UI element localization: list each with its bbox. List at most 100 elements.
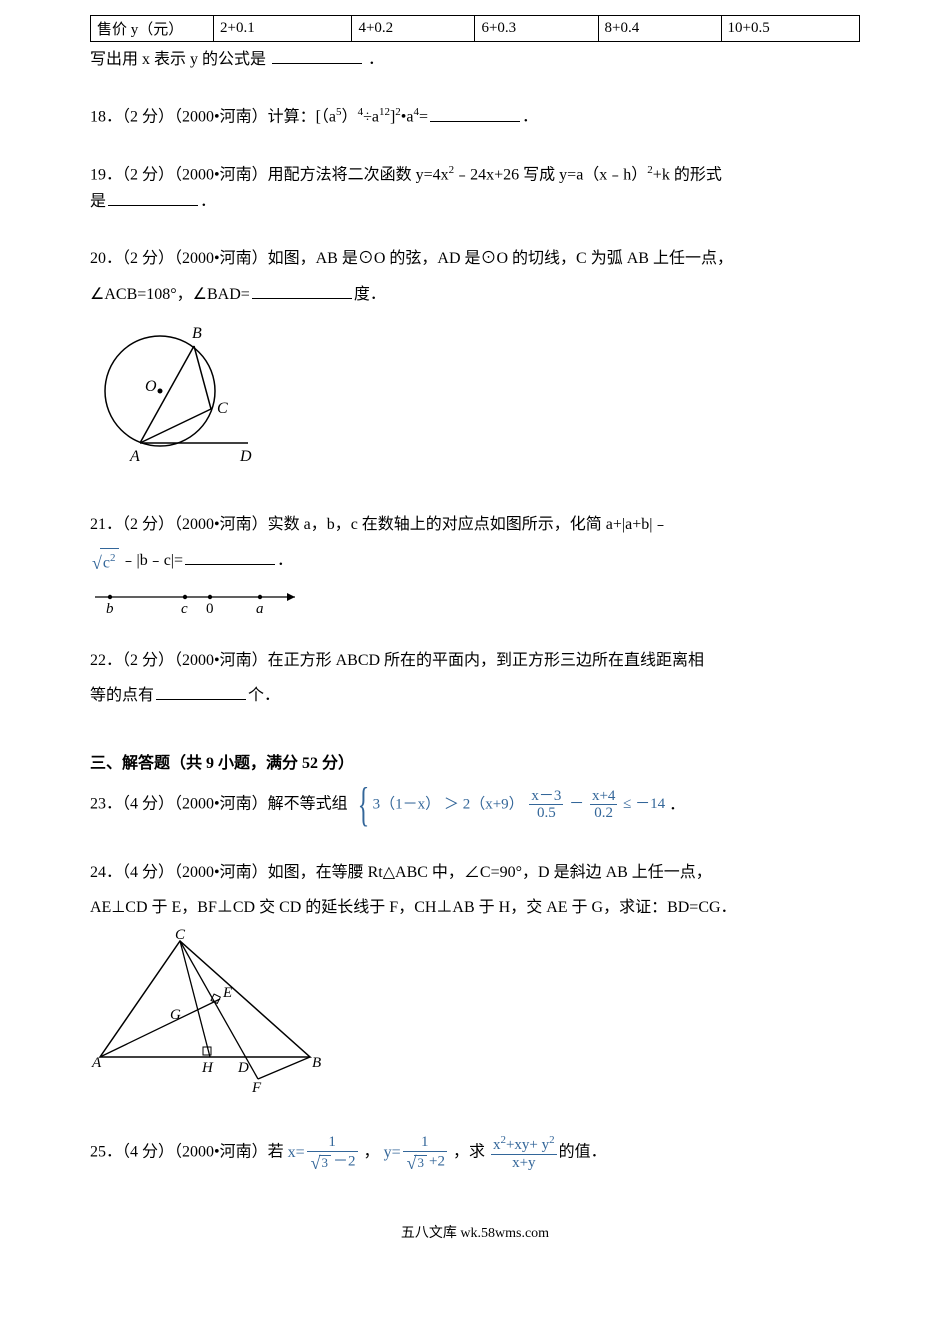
- q24-figure: A B C H D E G F: [90, 929, 860, 1094]
- blank: [252, 283, 352, 299]
- numerator: 1: [403, 1134, 447, 1152]
- svg-text:G: G: [170, 1007, 181, 1023]
- text: +2: [429, 1153, 445, 1169]
- text: 3（1－x）: [373, 796, 441, 812]
- fraction: x2+xy+ y2 x+y: [491, 1134, 557, 1171]
- text: +xy+ y: [506, 1137, 549, 1153]
- text: 度．: [354, 286, 386, 303]
- svg-text:E: E: [222, 985, 232, 1001]
- triangle-diagram: A B C H D E G F: [90, 929, 335, 1094]
- cell: 4+0.2: [352, 16, 475, 42]
- numberline-diagram: b c 0 a: [90, 585, 310, 617]
- blank: [108, 190, 198, 206]
- text: y=: [384, 1144, 401, 1161]
- sup: 12: [379, 106, 390, 118]
- denominator: 0.5: [529, 805, 563, 822]
- math: y= 1 3+2: [384, 1144, 453, 1161]
- brace-icon: {: [357, 781, 369, 829]
- text: －2: [333, 1153, 356, 1169]
- text: ，求: [453, 1144, 485, 1161]
- text: 20．（2 分）（2000•河南）如图，AB 是⊙O 的弦，AD 是⊙O 的切线…: [90, 250, 733, 267]
- denominator: x+y: [491, 1155, 557, 1172]
- cell: 6+0.3: [475, 16, 598, 42]
- text: ．: [277, 552, 293, 569]
- sqrt-icon: c2: [92, 546, 119, 577]
- text: 19．（2 分）（2000•河南）用配方法将二次函数 y=4x: [90, 166, 449, 183]
- label-O: O: [145, 378, 157, 395]
- label-C: C: [217, 400, 228, 417]
- cell: 售价 y（元）: [91, 16, 214, 42]
- cell: 2+0.1: [214, 16, 352, 42]
- text: •a: [401, 109, 414, 126]
- text: 23．（4 分）（2000•河南）解不等式组: [90, 796, 348, 813]
- denominator: 3－2: [307, 1152, 358, 1172]
- op: －: [569, 796, 584, 812]
- q24: 24．（4 分）（2000•河南）如图，在等腰 Rt△ABC 中，∠C=90°，…: [90, 859, 860, 1094]
- sup: 2: [549, 1134, 555, 1146]
- text: ÷a: [363, 109, 379, 126]
- text: 18．（2 分）（2000•河南）计算：[（a: [90, 109, 336, 126]
- text: ，: [364, 1144, 380, 1161]
- text: 个．: [248, 687, 280, 704]
- label-B: B: [192, 325, 202, 342]
- q20-figure: O A B C D: [90, 316, 860, 481]
- label-A: A: [129, 448, 140, 465]
- svg-text:0: 0: [206, 601, 214, 617]
- text: －14: [635, 796, 665, 812]
- text: x=: [288, 1144, 305, 1161]
- numerator: x－3: [529, 788, 563, 806]
- denominator: 3+2: [403, 1152, 447, 1172]
- fraction: 1 3－2: [307, 1134, 358, 1171]
- text: ﹣|b﹣c|=: [121, 552, 184, 569]
- text: 25．（4 分）（2000•河南）若: [90, 1144, 284, 1161]
- text: 22．（2 分）（2000•河南）在正方形 ABCD 所在的平面内，到正方形三边…: [90, 652, 704, 669]
- text: ）: [342, 109, 358, 126]
- numerator: x+4: [590, 788, 617, 806]
- math: x= 1 3－2: [288, 1144, 364, 1161]
- footer: 五八文库 wk.58wms.com: [90, 1222, 860, 1262]
- q25: 25．（4 分）（2000•河南）若 x= 1 3－2 ， y= 1 3+2 ，…: [90, 1134, 860, 1171]
- equation-system: 3（1－x） ＞ 2（x+9） x－3 0.5 － x+4 0.2 ≤ －14: [373, 788, 666, 822]
- q23: 23．（4 分）（2000•河南）解不等式组 { 3（1－x） ＞ 2（x+9）…: [90, 781, 860, 829]
- label-D: D: [239, 448, 252, 465]
- text: c: [103, 554, 110, 571]
- svg-text:a: a: [256, 601, 264, 617]
- svg-text:F: F: [251, 1080, 262, 1094]
- circle-diagram: O A B C D: [90, 316, 255, 481]
- blank: [430, 106, 520, 122]
- svg-text:C: C: [175, 929, 186, 943]
- price-table: 售价 y（元） 2+0.1 4+0.2 6+0.3 8+0.4 10+0.5: [90, 15, 860, 42]
- section-3-title: 三、解答题（共 9 小题，满分 52 分）: [90, 749, 860, 773]
- blank: [156, 684, 246, 700]
- sup: 2: [110, 552, 116, 564]
- q18: 18．（2 分）（2000•河南）计算：[（a5）4÷a12]2•a4=．: [90, 103, 860, 131]
- cell: 10+0.5: [721, 16, 859, 42]
- text: 写出用 x 表示 y 的公式是: [90, 51, 266, 68]
- text: 等的点有: [90, 687, 154, 704]
- blank: [272, 48, 362, 64]
- text: 是: [90, 193, 106, 210]
- fraction: x+4 0.2: [590, 788, 617, 822]
- denominator: 0.2: [590, 805, 617, 822]
- text: ．: [200, 193, 216, 210]
- text: ﹣24x+26 写成 y=a（x﹣h）: [454, 166, 647, 183]
- blank: [185, 549, 275, 565]
- svg-text:A: A: [91, 1055, 102, 1071]
- text: ．: [669, 796, 685, 813]
- text: 24．（4 分）（2000•河南）如图，在等腰 Rt△ABC 中，∠C=90°，…: [90, 864, 712, 881]
- q21-numberline: b c 0 a: [90, 585, 860, 617]
- sqrt-icon: 3: [407, 1152, 427, 1172]
- op: ≤: [623, 796, 631, 812]
- text: ∠ACB=108°，∠BAD=: [90, 286, 250, 303]
- text: AE⊥CD 于 E，BF⊥CD 交 CD 的延长线于 F，CH⊥AB 于 H，交…: [90, 899, 737, 916]
- post-table-line: 写出用 x 表示 y 的公式是 ．: [90, 46, 860, 73]
- svg-text:B: B: [312, 1055, 321, 1071]
- q19: 19．（2 分）（2000•河南）用配方法将二次函数 y=4x2﹣24x+26 …: [90, 161, 860, 216]
- q22: 22．（2 分）（2000•河南）在正方形 ABCD 所在的平面内，到正方形三边…: [90, 647, 860, 709]
- sqrt-icon: 3: [311, 1152, 331, 1172]
- svg-text:c: c: [181, 601, 188, 617]
- svg-text:b: b: [106, 601, 114, 617]
- fraction: x－3 0.5: [529, 788, 563, 822]
- text: ．: [368, 51, 384, 68]
- q21: 21．（2 分）（2000•河南）实数 a，b，c 在数轴上的对应点如图所示，化…: [90, 511, 860, 617]
